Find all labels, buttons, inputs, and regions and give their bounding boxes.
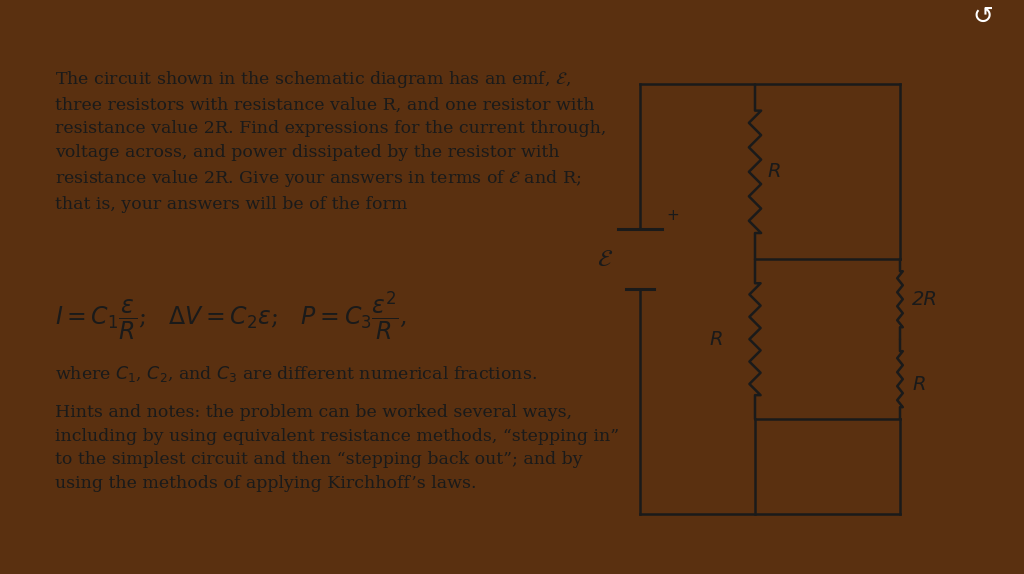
Text: R: R [767,162,780,181]
Text: R: R [912,375,926,394]
Text: 2R: 2R [912,290,938,309]
Text: Hints and notes: the problem can be worked several ways,
including by using equi: Hints and notes: the problem can be work… [55,404,620,492]
Text: ↺: ↺ [972,5,993,29]
Text: R: R [710,329,723,348]
Text: $\mathcal{E}$: $\mathcal{E}$ [597,247,613,272]
Text: +: + [666,208,679,223]
Text: where $C_1$, $C_2$, and $C_3$ are different numerical fractions.: where $C_1$, $C_2$, and $C_3$ are differ… [55,364,537,384]
Text: The circuit shown in the schematic diagram has an emf, $\mathcal{E}$,
three resi: The circuit shown in the schematic diagr… [55,69,606,213]
Text: $I = C_1\dfrac{\varepsilon}{R}$;   $\Delta V = C_2\varepsilon$;   $P = C_3\dfrac: $I = C_1\dfrac{\varepsilon}{R}$; $\Delta… [55,289,408,342]
